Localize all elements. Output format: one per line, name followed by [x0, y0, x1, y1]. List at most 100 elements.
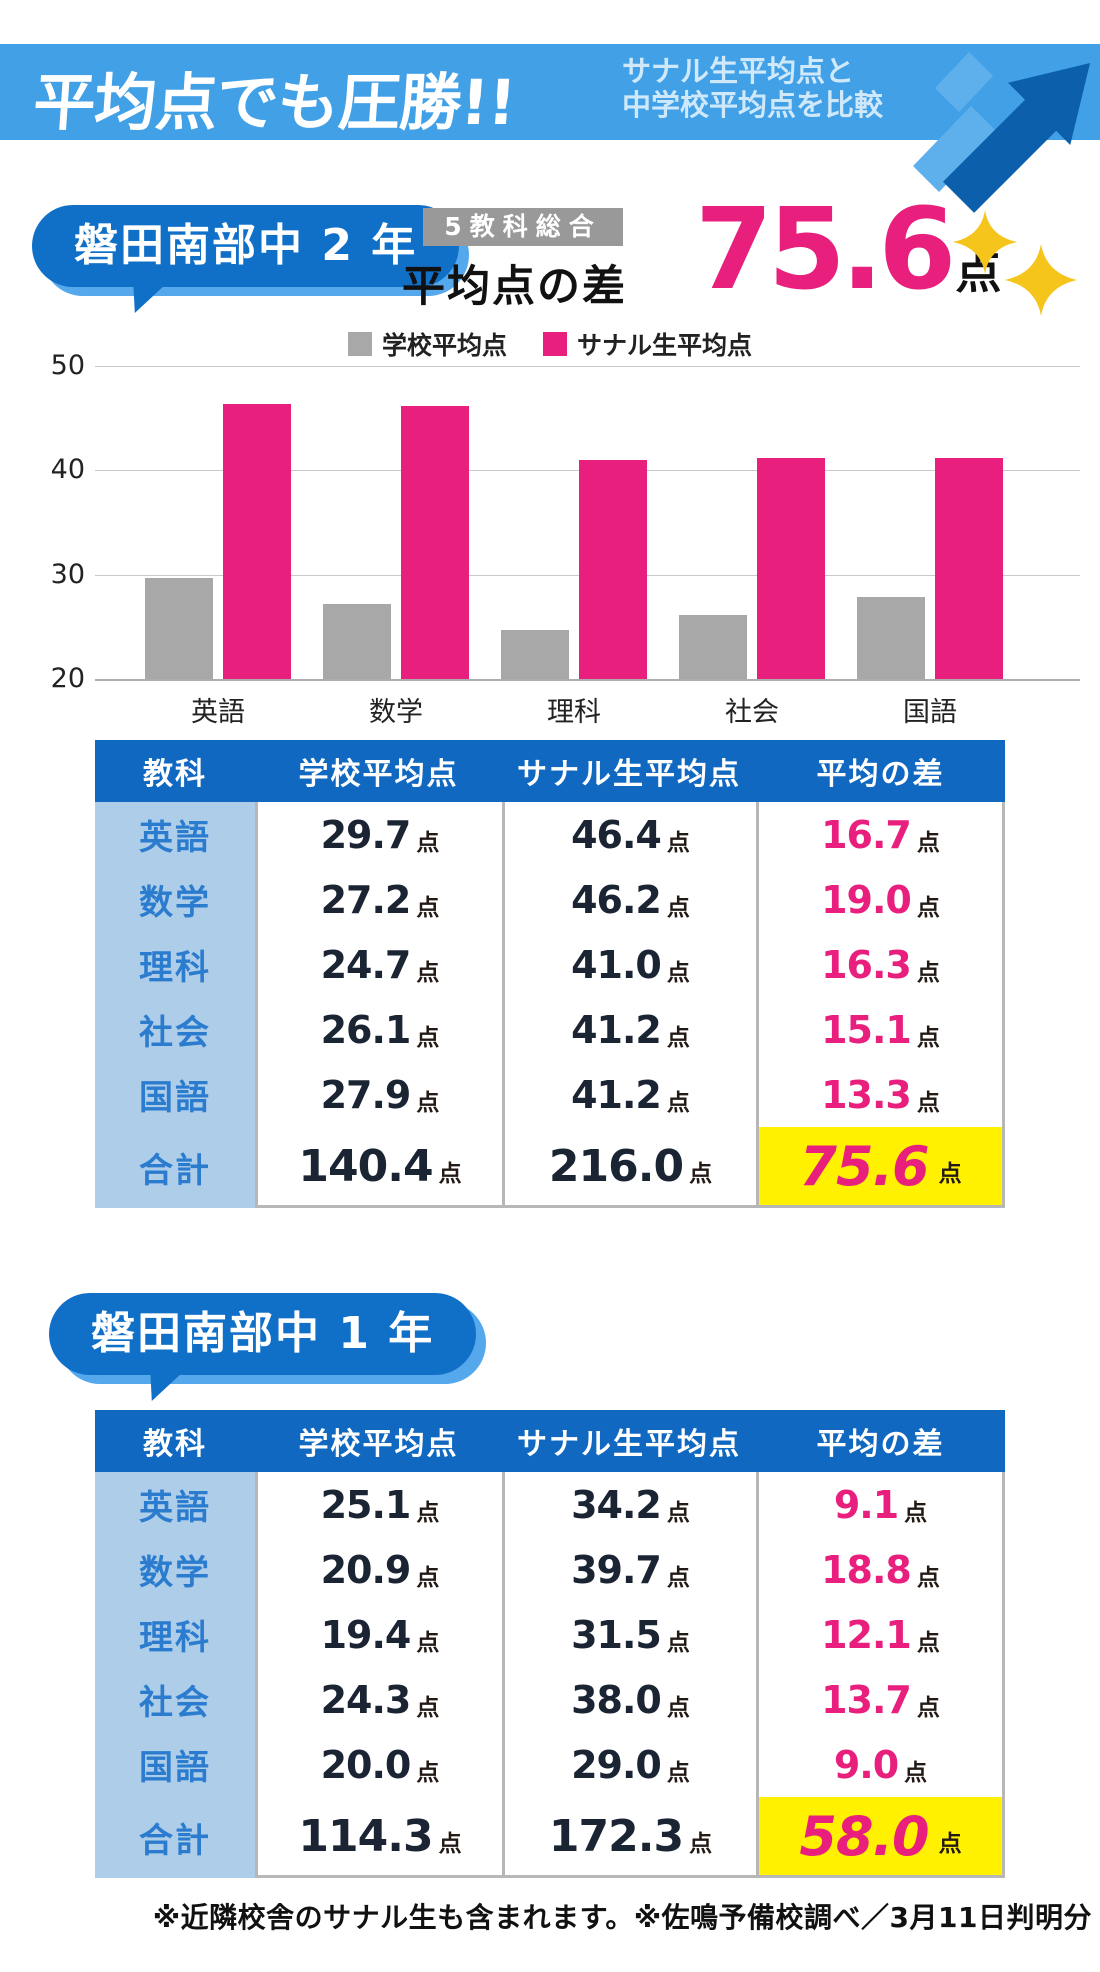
bar-group	[145, 404, 291, 679]
category-label: 国語	[903, 697, 957, 728]
bar-サナル生平均点	[223, 404, 291, 679]
score-number: 38.0	[571, 1677, 662, 1722]
sparkle-icon	[953, 210, 1077, 316]
legend-item: 学校平均点	[347, 326, 507, 362]
score-number: 9.0	[833, 1742, 899, 1787]
footnote: ※近隣校舎のサナル生も含まれます。※佐鳴予備校調べ／3月11日判明分	[152, 1901, 1092, 1934]
score-unit: 点	[416, 1089, 440, 1116]
school-average-cell: 25.1 点	[255, 1472, 502, 1537]
school-average-cell: 26.1 点	[255, 997, 502, 1062]
score-table-grade1: 教科 学校平均点 サナル生平均点 平均の差 英語 25.1 点 34.2 点 9.1 点数学 20.9…	[95, 1410, 1005, 1878]
score-number: 15.1	[821, 1007, 912, 1052]
category-label: 社会	[725, 697, 779, 728]
score-unit: 点	[916, 1024, 940, 1051]
score-number: 31.5	[571, 1612, 662, 1657]
bar-サナル生平均点	[401, 406, 469, 679]
legend-swatch	[543, 332, 567, 356]
table-body: 英語 25.1 点 34.2 点 9.1 点数学 20.9 点 39.7 点 18.8 点理科 19.4 点…	[95, 1472, 1005, 1878]
diff-cell: 75.6 点	[756, 1127, 1005, 1208]
score-unit: 点	[904, 1759, 928, 1786]
score-unit: 点	[666, 1694, 690, 1721]
legend-label: サナル生平均点	[577, 331, 753, 360]
school-average-cell: 20.9 点	[255, 1537, 502, 1602]
score-number: 46.2	[571, 877, 662, 922]
school-average-cell: 24.3 点	[255, 1667, 502, 1732]
school-average-cell: 140.4 点	[255, 1127, 502, 1208]
score-unit: 点	[904, 1499, 928, 1526]
subject-cell: 国語	[95, 1062, 255, 1127]
diff-cell: 15.1 点	[756, 997, 1005, 1062]
table-header-row: 教科 学校平均点 サナル生平均点 平均の差	[95, 740, 1005, 802]
school-badge-grade1-label: 磐田南部中 1 年	[91, 1308, 435, 1359]
diff-cell: 9.0 点	[756, 1732, 1005, 1797]
subject-cell: 社会	[95, 997, 255, 1062]
legend-label: 学校平均点	[381, 331, 507, 360]
sanaru-average-cell: 41.2 点	[502, 1062, 756, 1127]
score-unit: 点	[666, 1089, 690, 1116]
table-header-cell: サナル生平均点	[517, 1427, 741, 1462]
bar-group	[679, 458, 825, 679]
score-unit: 点	[416, 1499, 440, 1526]
banner-subtitle-line2: 中学校平均点を比較	[622, 88, 884, 122]
score-number: 20.9	[320, 1547, 412, 1592]
score-number: 19.4	[320, 1612, 412, 1657]
score-unit: 点	[666, 1499, 690, 1526]
score-number: 26.1	[320, 1007, 412, 1052]
header-banner: 平均点でも圧勝!! サナル生平均点と 中学校平均点を比較	[0, 44, 1100, 213]
diff-cell: 12.1 点	[756, 1602, 1005, 1667]
y-axis-tick: 20	[50, 663, 85, 694]
subject-cell: 合計	[95, 1797, 255, 1878]
score-number: 27.9	[320, 1072, 412, 1117]
sanaru-average-cell: 46.4 点	[502, 802, 756, 867]
score-number: 41.0	[571, 942, 662, 987]
school-average-cell: 27.2 点	[255, 867, 502, 932]
sanaru-average-cell: 172.3 点	[502, 1797, 756, 1878]
sanaru-average-cell: 34.2 点	[502, 1472, 756, 1537]
sanaru-average-cell: 29.0 点	[502, 1732, 756, 1797]
subject-cell: 数学	[95, 1537, 255, 1602]
school-average-cell: 20.0 点	[255, 1732, 502, 1797]
score-unit: 点	[916, 1629, 940, 1656]
school-average-cell: 27.9 点	[255, 1062, 502, 1127]
score-unit: 点	[916, 1694, 940, 1721]
score-unit: 点	[916, 829, 940, 856]
score-unit: 点	[666, 959, 690, 986]
score-unit: 点	[438, 1831, 462, 1857]
sanaru-average-cell: 216.0 点	[502, 1127, 756, 1208]
sanaru-average-cell: 38.0 点	[502, 1667, 756, 1732]
score-number: 58.0	[799, 1804, 929, 1868]
score-number: 24.7	[320, 942, 412, 987]
score-unit: 点	[916, 959, 940, 986]
score-unit: 点	[416, 1024, 440, 1051]
grid-line	[95, 366, 1080, 367]
table-header-cell: 平均の差	[816, 757, 945, 792]
score-number: 25.1	[320, 1482, 412, 1527]
score-unit: 点	[416, 894, 440, 921]
y-axis-tick: 40	[50, 454, 85, 486]
subject-cell: 社会	[95, 1667, 255, 1732]
score-unit: 点	[689, 1161, 713, 1187]
category-label: 英語	[191, 697, 245, 728]
score-unit: 点	[666, 894, 690, 921]
banner-title: 平均点でも圧勝!!	[31, 66, 518, 139]
score-number: 27.2	[320, 877, 412, 922]
score-number: 12.1	[821, 1612, 912, 1657]
bar-学校平均点	[857, 597, 925, 679]
score-unit: 点	[416, 959, 440, 986]
subject-cell: 英語	[95, 1472, 255, 1537]
score-unit: 点	[689, 1831, 713, 1857]
bar-学校平均点	[323, 604, 391, 679]
score-unit: 点	[916, 1089, 940, 1116]
score-unit: 点	[416, 1694, 440, 1721]
bar-学校平均点	[679, 615, 747, 679]
diff-cell: 16.7 点	[756, 802, 1005, 867]
legend-item: サナル生平均点	[543, 326, 752, 362]
score-unit: 点	[438, 1161, 462, 1187]
score-number: 41.2	[571, 1072, 662, 1117]
score-number: 29.7	[320, 812, 412, 857]
sanaru-average-cell: 41.0 点	[502, 932, 756, 997]
table-header-cell: 教科	[143, 1427, 207, 1462]
school-average-cell: 114.3 点	[255, 1797, 502, 1878]
diff-cell: 9.1 点	[756, 1472, 1005, 1537]
diff-cell: 13.7 点	[756, 1667, 1005, 1732]
